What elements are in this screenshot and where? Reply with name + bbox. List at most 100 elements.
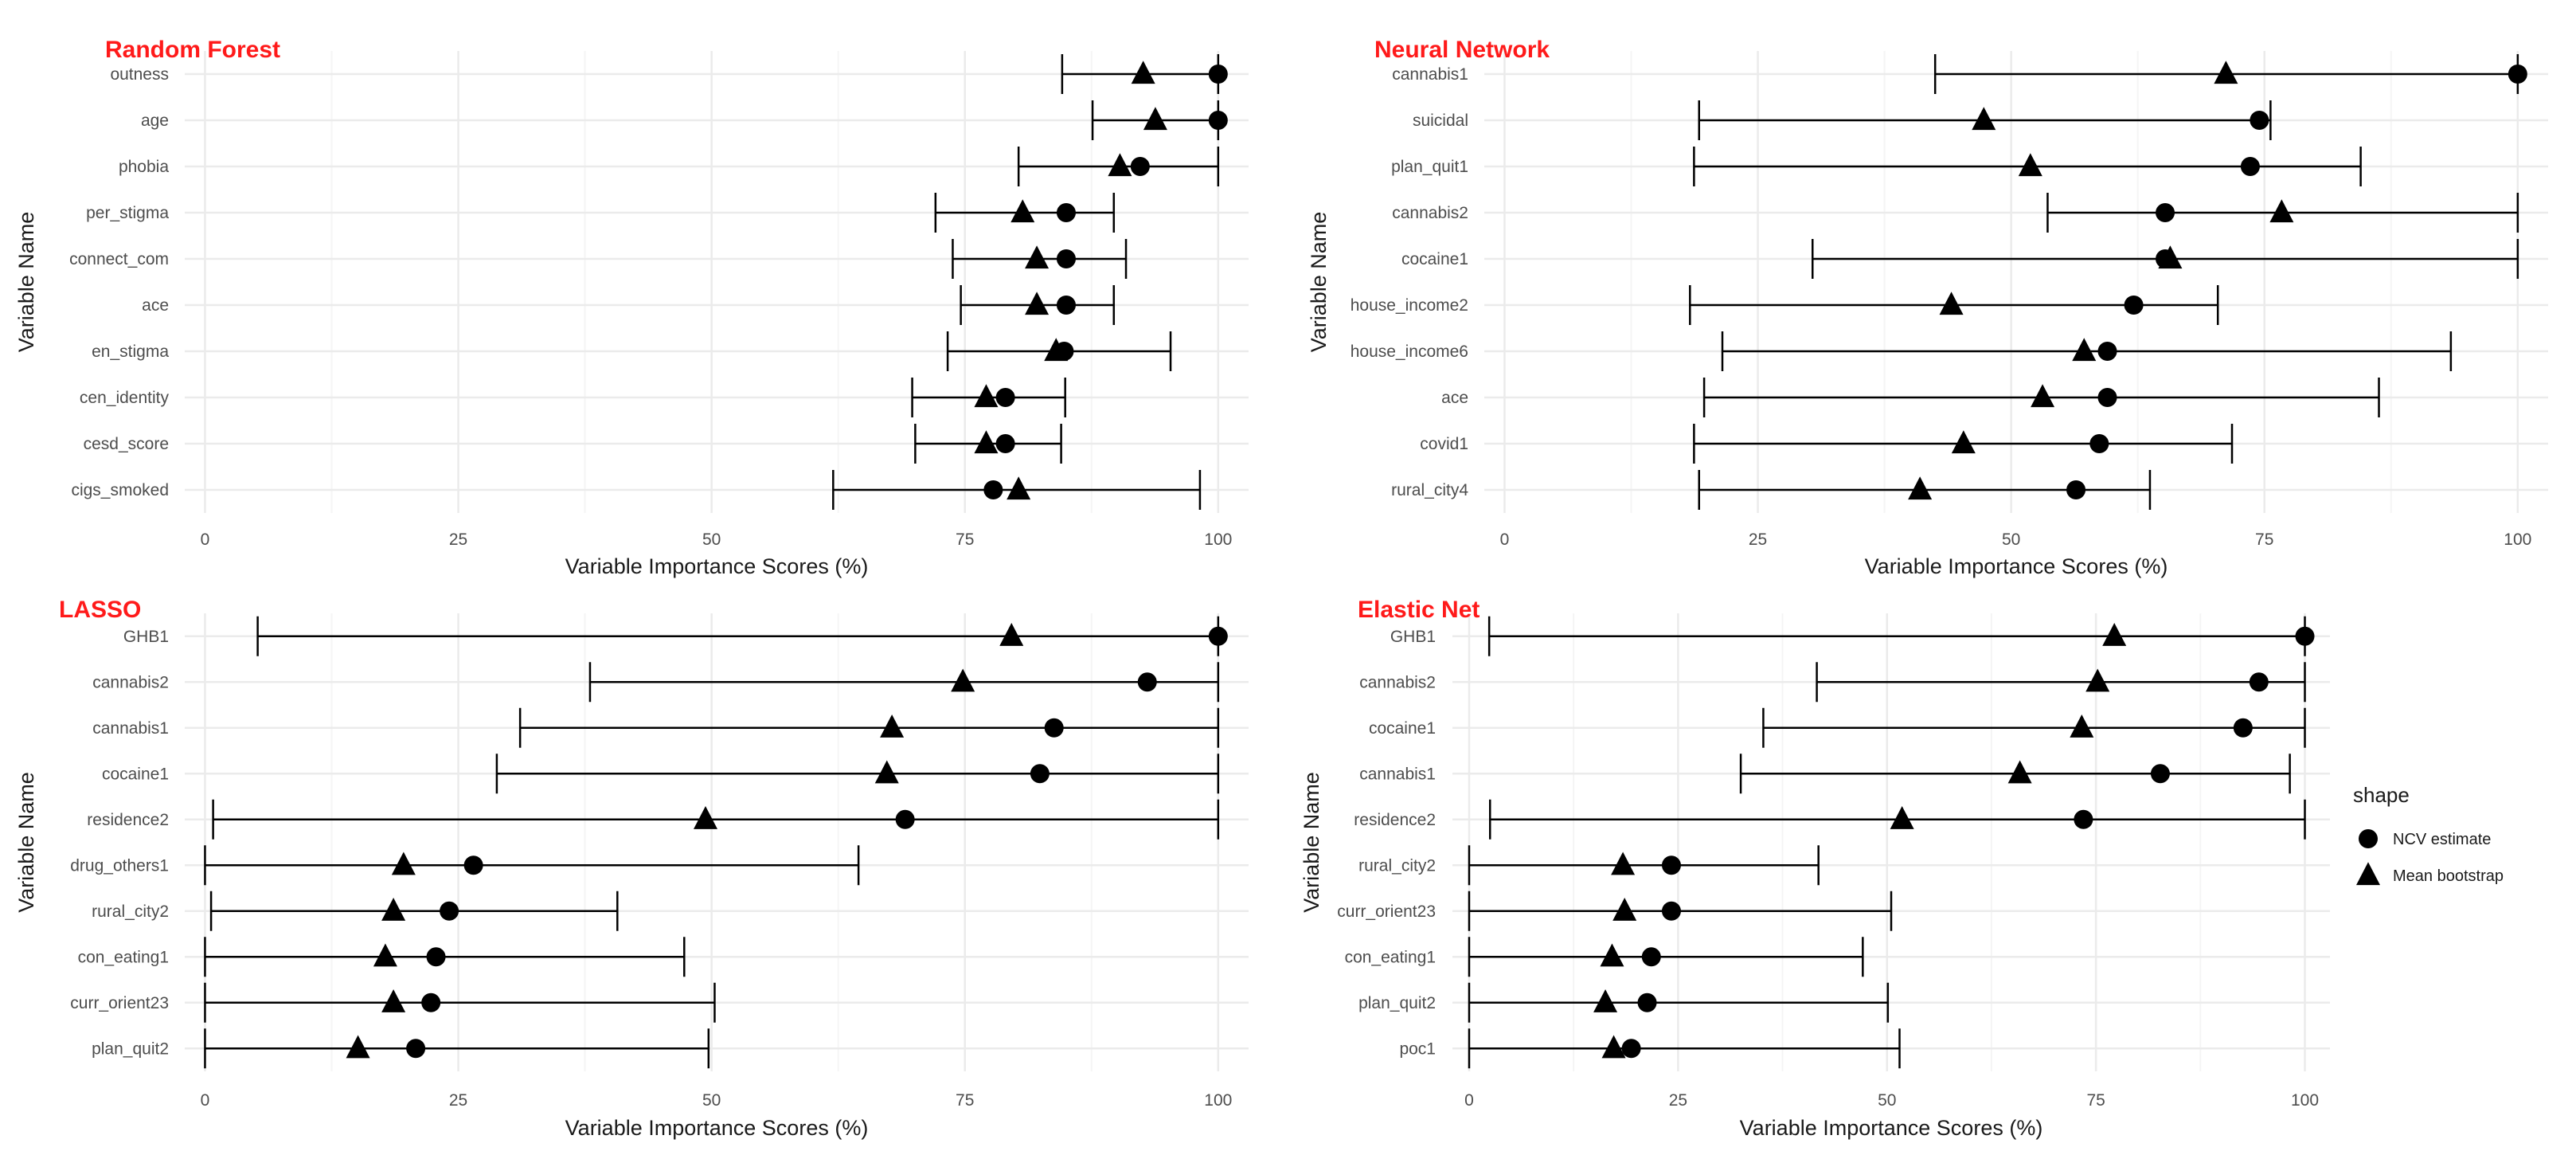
mean-bootstrap-point	[1908, 476, 1933, 500]
ncv-estimate-point	[2508, 65, 2527, 84]
ncv-estimate-point	[1056, 203, 1076, 222]
mean-bootstrap-point	[1972, 107, 1996, 131]
ncv-estimate-point	[1130, 157, 1150, 176]
ncv-estimate-point	[1056, 249, 1076, 268]
ncv-estimate-point	[440, 901, 459, 921]
mean-bootstrap-point	[694, 806, 718, 829]
x-axis-title: Variable Importance Scores (%)	[565, 1116, 869, 1140]
mean-bootstrap-point	[2269, 199, 2294, 223]
ncv-estimate-point	[2156, 203, 2175, 222]
ncv-estimate-point	[2074, 809, 2093, 829]
y-tick-label: suicidal	[1413, 112, 1468, 130]
x-tick-label: 25	[1749, 530, 1767, 549]
x-tick-label: 0	[201, 1091, 210, 1110]
x-tick-label: 25	[449, 1091, 467, 1110]
mean-bootstrap-point	[2085, 668, 2110, 692]
ncv-estimate-point	[2097, 388, 2117, 407]
y-axis-title: Variable Name	[14, 212, 38, 353]
y-tick-label: house_income6	[1351, 343, 1468, 361]
ncv-estimate-point	[2240, 157, 2260, 176]
mean-bootstrap-point	[1951, 430, 1976, 454]
y-tick-label: cesd_score	[84, 435, 169, 453]
y-tick-label: curr_orient23	[1337, 902, 1436, 921]
ncv-estimate-point	[2249, 672, 2269, 692]
mean-bootstrap-point	[1612, 898, 1637, 921]
y-tick-label: per_stigma	[86, 204, 169, 222]
ncv-estimate-point	[1054, 342, 1074, 361]
ncv-estimate-point	[2066, 480, 2086, 499]
ncv-estimate-point	[2097, 342, 2117, 361]
mean-bootstrap-point	[373, 943, 397, 967]
ncv-estimate-point	[995, 434, 1015, 453]
ncv-estimate-point	[895, 809, 915, 829]
ncv-estimate-point	[2150, 764, 2170, 784]
y-tick-label: cannabis2	[1359, 673, 1436, 691]
y-tick-label: plan_quit2	[92, 1039, 169, 1058]
mean-bootstrap-point	[2102, 623, 2127, 646]
y-tick-label: cannabis1	[92, 719, 169, 738]
mean-bootstrap-point	[2031, 384, 2055, 408]
y-tick-label: cigs_smoked	[71, 481, 169, 499]
x-tick-label: 50	[702, 1091, 721, 1110]
mean-bootstrap-point	[951, 668, 975, 692]
ncv-estimate-point	[1208, 111, 1228, 130]
x-tick-label: 50	[1878, 1091, 1896, 1110]
ncv-estimate-point	[1056, 296, 1076, 315]
legend-item-label: NCV estimate	[2393, 831, 2491, 848]
x-tick-label: 100	[1204, 530, 1232, 549]
mean-bootstrap-point	[880, 714, 905, 738]
ncv-estimate-point	[1208, 65, 1228, 84]
x-axis-title: Variable Importance Scores (%)	[1865, 554, 2168, 578]
x-axis-title: Variable Importance Scores (%)	[565, 554, 869, 578]
ncv-estimate-point	[2124, 296, 2144, 315]
y-tick-label: cocaine1	[1401, 250, 1468, 268]
y-tick-label: cannabis1	[1359, 765, 1436, 783]
ncv-estimate-point	[1661, 901, 1681, 921]
mean-bootstrap-point	[1611, 852, 1636, 875]
x-tick-label: 25	[449, 530, 467, 549]
mean-bootstrap-point	[1890, 806, 1914, 829]
mean-bootstrap-point	[1108, 153, 1132, 177]
ncv-estimate-point	[1137, 672, 1157, 692]
mean-bootstrap-point	[1131, 61, 1155, 84]
y-tick-label: en_stigma	[92, 343, 169, 361]
mean-bootstrap-point	[1025, 245, 1050, 269]
mean-bootstrap-point	[1143, 107, 1167, 131]
mean-bootstrap-point	[1939, 292, 1964, 315]
ncv-estimate-point	[1621, 1039, 1641, 1059]
y-tick-label: cannabis1	[1392, 65, 1468, 84]
x-axis-title: Variable Importance Scores (%)	[1740, 1116, 2043, 1140]
x-tick-label: 50	[702, 530, 721, 549]
y-tick-label: plan_quit1	[1391, 158, 1468, 176]
x-tick-label: 100	[2291, 1091, 2319, 1110]
mean-bootstrap-point	[2018, 153, 2042, 177]
y-tick-label: rural_city2	[92, 902, 169, 921]
mean-bootstrap-point	[1025, 292, 1050, 315]
x-tick-label: 75	[2255, 530, 2273, 549]
mean-bootstrap-point	[974, 430, 999, 454]
x-tick-label: 75	[956, 1091, 974, 1110]
y-tick-label: cannabis2	[92, 673, 169, 691]
mean-bootstrap-point	[1593, 989, 1618, 1012]
ncv-estimate-point	[2089, 434, 2109, 453]
ncv-estimate-point	[983, 480, 1003, 499]
y-tick-label: rural_city2	[1358, 856, 1436, 875]
x-tick-label: 100	[1204, 1091, 1232, 1110]
mean-bootstrap-point	[1007, 476, 1031, 500]
mean-bootstrap-point	[381, 989, 406, 1012]
y-tick-label: curr_orient23	[70, 994, 169, 1012]
ncv-estimate-point	[463, 855, 483, 875]
mean-bootstrap-point	[391, 852, 416, 875]
y-tick-label: cocaine1	[102, 765, 169, 783]
mean-bootstrap-point	[1010, 199, 1035, 223]
ncv-estimate-point	[1208, 626, 1228, 646]
mean-bootstrap-point	[2007, 760, 2032, 784]
ncv-estimate-point	[1030, 764, 1050, 784]
ncv-estimate-point	[1661, 855, 1681, 875]
mean-bootstrap-point	[999, 623, 1024, 646]
y-tick-label: poc1	[1399, 1039, 1436, 1058]
ncv-estimate-point	[426, 947, 446, 967]
mean-bootstrap-point	[2072, 338, 2097, 362]
mean-bootstrap-point	[1600, 943, 1624, 967]
